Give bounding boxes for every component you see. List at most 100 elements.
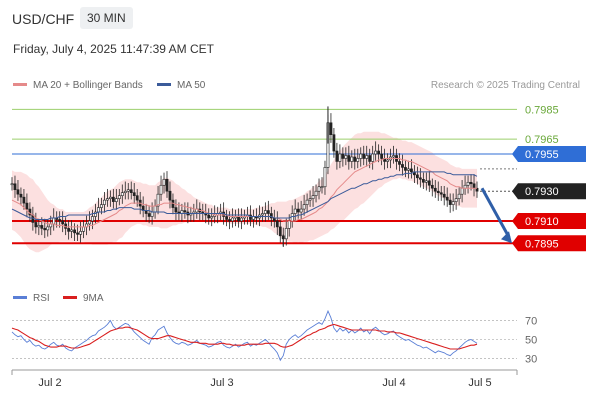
candle <box>362 145 366 166</box>
legend-ma50-label: MA 50 <box>177 80 206 91</box>
candle-body <box>323 167 327 188</box>
candle-body <box>79 231 82 235</box>
level-0.7895: 0.7895 <box>12 235 586 252</box>
candle-body <box>159 184 163 195</box>
candle-body <box>410 168 413 173</box>
candle-body <box>380 153 384 159</box>
candle <box>347 145 351 170</box>
candle-body <box>305 199 309 205</box>
candle-body <box>123 190 127 193</box>
candle <box>421 172 425 189</box>
candle <box>225 209 229 227</box>
rsi-swatch <box>13 295 27 299</box>
candle-body <box>302 204 306 210</box>
candle-body <box>415 174 419 179</box>
ma20-line <box>11 158 477 228</box>
candle <box>371 145 375 170</box>
resistance-label: 0.7965 <box>525 134 559 146</box>
rsi-line <box>11 309 478 362</box>
candle-body <box>317 186 321 192</box>
candle-body <box>436 190 440 193</box>
candle-body <box>108 196 112 199</box>
level-0.7955: 0.7955 <box>12 146 586 163</box>
candle <box>13 175 17 198</box>
price-panel: 0.7985 0.7965 0.7955 0.7930 0.7910 0.7895 <box>10 104 586 253</box>
candle-body <box>34 222 38 228</box>
candle-body <box>117 195 121 199</box>
candle-body <box>442 193 446 198</box>
candle-body <box>347 155 351 162</box>
candle <box>114 188 118 210</box>
rsi-panel: 70 50 30 <box>11 309 537 365</box>
legend-ma50: MA 50 <box>157 80 205 91</box>
candle-body <box>460 187 464 195</box>
candle <box>401 154 404 176</box>
candle <box>302 194 306 216</box>
forecast-arrow-shaft <box>480 187 511 238</box>
candle-body <box>472 183 476 189</box>
interval-badge[interactable]: 30 MIN <box>80 7 133 29</box>
level-0.7965: 0.7965 <box>12 134 559 146</box>
candle <box>380 145 384 166</box>
candle-body <box>320 186 324 189</box>
candle-body <box>284 228 288 240</box>
candle-body <box>231 217 234 222</box>
candle <box>439 186 443 201</box>
pivot-label: 0.7955 <box>525 149 559 161</box>
candle-body <box>94 211 97 217</box>
candle <box>296 202 300 219</box>
candle <box>335 142 339 170</box>
candle-body <box>448 199 452 205</box>
candle-body <box>362 153 366 159</box>
candle-body <box>61 220 65 225</box>
candle <box>240 208 243 230</box>
candle <box>183 202 187 219</box>
candle <box>79 221 82 243</box>
candle-body <box>341 153 345 159</box>
candle <box>135 188 139 207</box>
rsi-tick-50: 50 <box>525 335 537 347</box>
candle <box>156 186 160 215</box>
candle-body <box>120 192 124 196</box>
candle-body <box>114 198 118 202</box>
candle <box>323 160 327 195</box>
candle <box>353 148 357 170</box>
candle-body <box>58 219 62 222</box>
candle <box>407 160 410 179</box>
candle-body <box>16 189 20 195</box>
candle-body <box>162 179 166 186</box>
candle-body <box>353 156 357 162</box>
candle-body <box>76 232 79 235</box>
candle <box>70 220 74 239</box>
candle-body <box>132 192 136 196</box>
candle <box>392 145 395 164</box>
rsi-ma-line <box>11 323 478 350</box>
credit-text: Research © 2025 Trading Central <box>430 80 580 91</box>
datetime-label: Friday, July 4, 2025 11:47:39 AM CET <box>13 42 214 56</box>
candle <box>120 184 124 204</box>
candle-body <box>183 210 187 213</box>
candle-body <box>418 177 422 180</box>
candle <box>436 181 440 201</box>
candle-body <box>37 225 41 228</box>
candle-body <box>356 158 360 162</box>
candle-body <box>350 156 354 162</box>
candle <box>22 188 26 210</box>
candle <box>374 141 378 161</box>
candle <box>210 208 214 227</box>
candle <box>305 193 309 213</box>
candle <box>317 178 321 200</box>
candle <box>445 187 449 207</box>
candle-body <box>421 179 425 183</box>
candle-body <box>147 213 151 217</box>
candle <box>103 191 106 213</box>
candle <box>356 148 360 169</box>
candle-body <box>308 198 312 201</box>
candle-body <box>70 229 74 232</box>
candle-body <box>168 190 172 201</box>
candle <box>67 220 71 240</box>
candle-body <box>266 210 270 214</box>
time-axis: Jul 2 Jul 3 Jul 4 Jul 5 <box>11 369 518 389</box>
candle <box>162 172 166 194</box>
candle-body <box>153 205 157 213</box>
